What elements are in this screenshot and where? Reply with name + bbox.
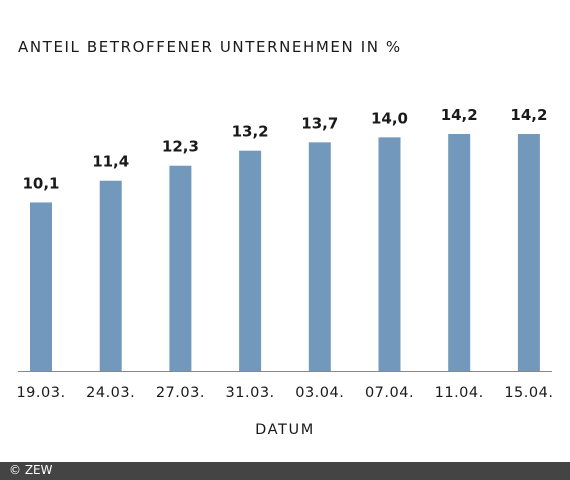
bar-value-label-7: 14,2 bbox=[441, 106, 478, 124]
bar-2 bbox=[99, 180, 122, 371]
bar-value-label-2: 11,4 bbox=[92, 153, 129, 171]
bar-4 bbox=[239, 150, 262, 371]
footer-bar: © ZEW bbox=[0, 462, 570, 480]
x-tick-label-5: 03.04. bbox=[295, 385, 344, 400]
x-tick-label-1: 19.03. bbox=[16, 385, 65, 400]
bar-value-label-1: 10,1 bbox=[22, 174, 59, 192]
bar-1 bbox=[30, 202, 52, 371]
bar-5 bbox=[308, 142, 331, 371]
bar-3 bbox=[169, 165, 192, 371]
bar-6 bbox=[378, 137, 401, 371]
x-axis-title: DATUM bbox=[255, 422, 315, 438]
x-tick-label-3: 27.03. bbox=[156, 385, 205, 400]
bar-7 bbox=[448, 134, 471, 371]
bar-value-label-3: 12,3 bbox=[162, 138, 199, 156]
bar-value-label-4: 13,2 bbox=[232, 123, 269, 141]
bar-value-label-5: 13,7 bbox=[301, 114, 338, 132]
bar-chart: 10,1 11,4 12,3 13,2 13,7 14,0 14,2 14,2 19.03. 2… bbox=[16, 106, 553, 400]
x-tick-label-6: 07.04. bbox=[365, 385, 414, 400]
copyright-credit: © ZEW bbox=[9, 463, 53, 477]
chart-title: ANTEIL BETROFFENER UNTERNEHMEN IN % bbox=[18, 38, 402, 56]
bar-value-label-8: 14,2 bbox=[510, 106, 547, 124]
x-tick-label-2: 24.03. bbox=[86, 385, 135, 400]
bar-value-label-6: 14,0 bbox=[371, 109, 408, 127]
x-tick-label-8: 15.04. bbox=[504, 385, 553, 400]
x-tick-label-4: 31.03. bbox=[226, 385, 275, 400]
x-tick-label-7: 11.04. bbox=[435, 385, 484, 400]
bar-8 bbox=[517, 134, 540, 371]
